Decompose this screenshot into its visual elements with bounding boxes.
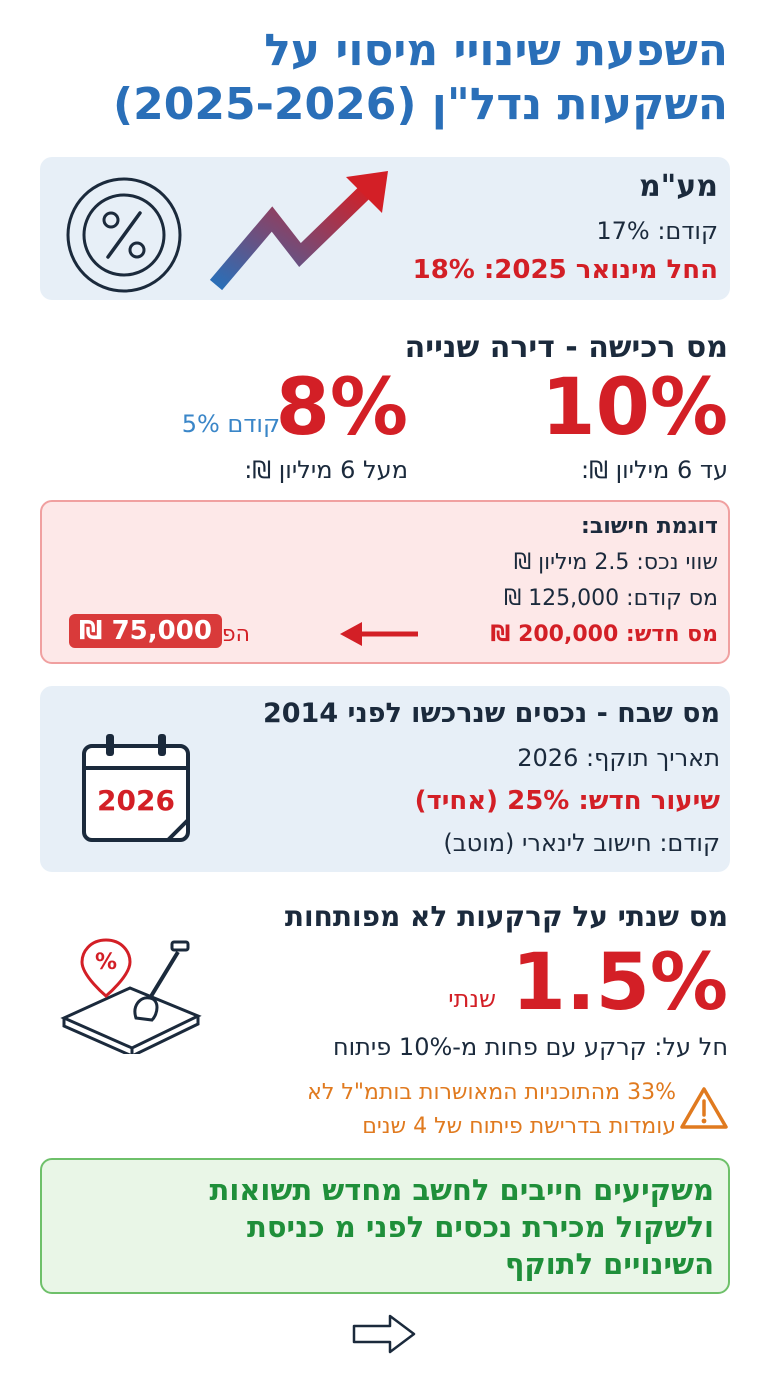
- conclusion-line-2: ולשקול מכירת נכסים לפני מ כניסת: [247, 1210, 714, 1244]
- calculation-example-card: דוגמת חישוב: שווי נכס: 2.5 מיליון ₪ מס ק…: [40, 500, 730, 664]
- land-tax-warning: 33% מהתוכניות המאושרות בותמ"ל לא עומדות …: [307, 1076, 676, 1144]
- example-property-value: שווי נכס: 2.5 מיליון ₪: [513, 550, 718, 575]
- purchase-tax-rate-high-label: עד 6 מיליון ₪:: [581, 456, 728, 484]
- percent-badge-icon: [66, 177, 182, 293]
- capital-gains-new-rate: שיעור חדש: 25% (אחיד): [414, 786, 720, 816]
- example-old-tax: מס קודם: 125,000 ₪: [503, 586, 718, 611]
- capital-gains-heading: מס שבח - נכסים שנרכשו לפני 2014: [262, 698, 720, 729]
- purchase-tax-rate-low-label: מעל 6 מיליון ₪:: [244, 456, 408, 484]
- title-line-1: השפעת שינויי מיסוי על: [264, 25, 728, 76]
- conclusion-text: משקיעים חייבים לחשב מחדש תשואות ולשקול מ…: [56, 1172, 714, 1283]
- purchase-tax-heading: מס רכישה - דירה שנייה: [404, 330, 728, 365]
- capital-gains-effective: תאריך תוקף: 2026: [517, 744, 720, 772]
- land-tax-rate-unit: שנתי: [448, 985, 496, 1013]
- capital-gains-card: מס שבח - נכסים שנרכשו לפני 2014 תאריך תו…: [40, 686, 730, 872]
- land-shovel-icon: %: [60, 938, 202, 1054]
- calendar-icon: 2026: [78, 730, 194, 846]
- purchase-tax-rate-low-prev: קודם 5%: [181, 410, 280, 438]
- conclusion-line-3: השינויים לתוקף: [504, 1247, 714, 1281]
- svg-text:%: %: [95, 950, 117, 975]
- vat-heading: מע"מ: [638, 169, 718, 204]
- page-title: השפעת שינויי מיסוי על השקעות נדל"ן (2025…: [38, 24, 728, 132]
- vat-card: מע"מ קודם: 17% החל מינואר 2025: 18%: [40, 157, 730, 300]
- vat-new-rate: החל מינואר 2025: 18%: [412, 255, 718, 285]
- title-line-2: השקעות נדל"ן (2025-2026): [113, 79, 728, 130]
- vat-previous: קודם: 17%: [596, 217, 718, 245]
- warning-triangle-icon: [680, 1087, 728, 1129]
- example-heading: דוגמת חישוב:: [581, 514, 718, 539]
- conclusion-card: משקיעים חייבים לחשב מחדש תשואות ולשקול מ…: [40, 1158, 730, 1294]
- warning-line-2: עומדות בדרישת פיתוח של 4 שנים: [362, 1114, 676, 1139]
- example-new-tax: מס חדש: 200,000 ₪: [490, 622, 719, 647]
- land-tax-heading: מס שנתי על קרקעות לא מפותחות: [284, 900, 728, 933]
- land-tax-rate: 1.5%: [511, 938, 728, 1028]
- example-diff-value: 75,000 ₪: [69, 614, 222, 648]
- calendar-year: 2026: [97, 784, 175, 817]
- warning-line-1: 33% מהתוכניות המאושרות בותמ"ל לא: [307, 1080, 676, 1105]
- conclusion-line-1: משקיעים חייבים לחשב מחדש תשואות: [209, 1173, 714, 1207]
- trend-up-arrow-icon: [209, 171, 388, 291]
- purchase-tax-rate-low: 8%: [275, 363, 408, 453]
- capital-gains-previous: קודם: חישוב לינארי (מוטב): [443, 829, 720, 857]
- arrow-left-icon: [340, 622, 418, 646]
- purchase-tax-rate-high: 10%: [541, 363, 728, 453]
- next-arrow-icon[interactable]: [352, 1313, 416, 1355]
- land-tax-applies-to: חל על: קרקע עם פחות מ-10% פיתוח: [332, 1033, 728, 1061]
